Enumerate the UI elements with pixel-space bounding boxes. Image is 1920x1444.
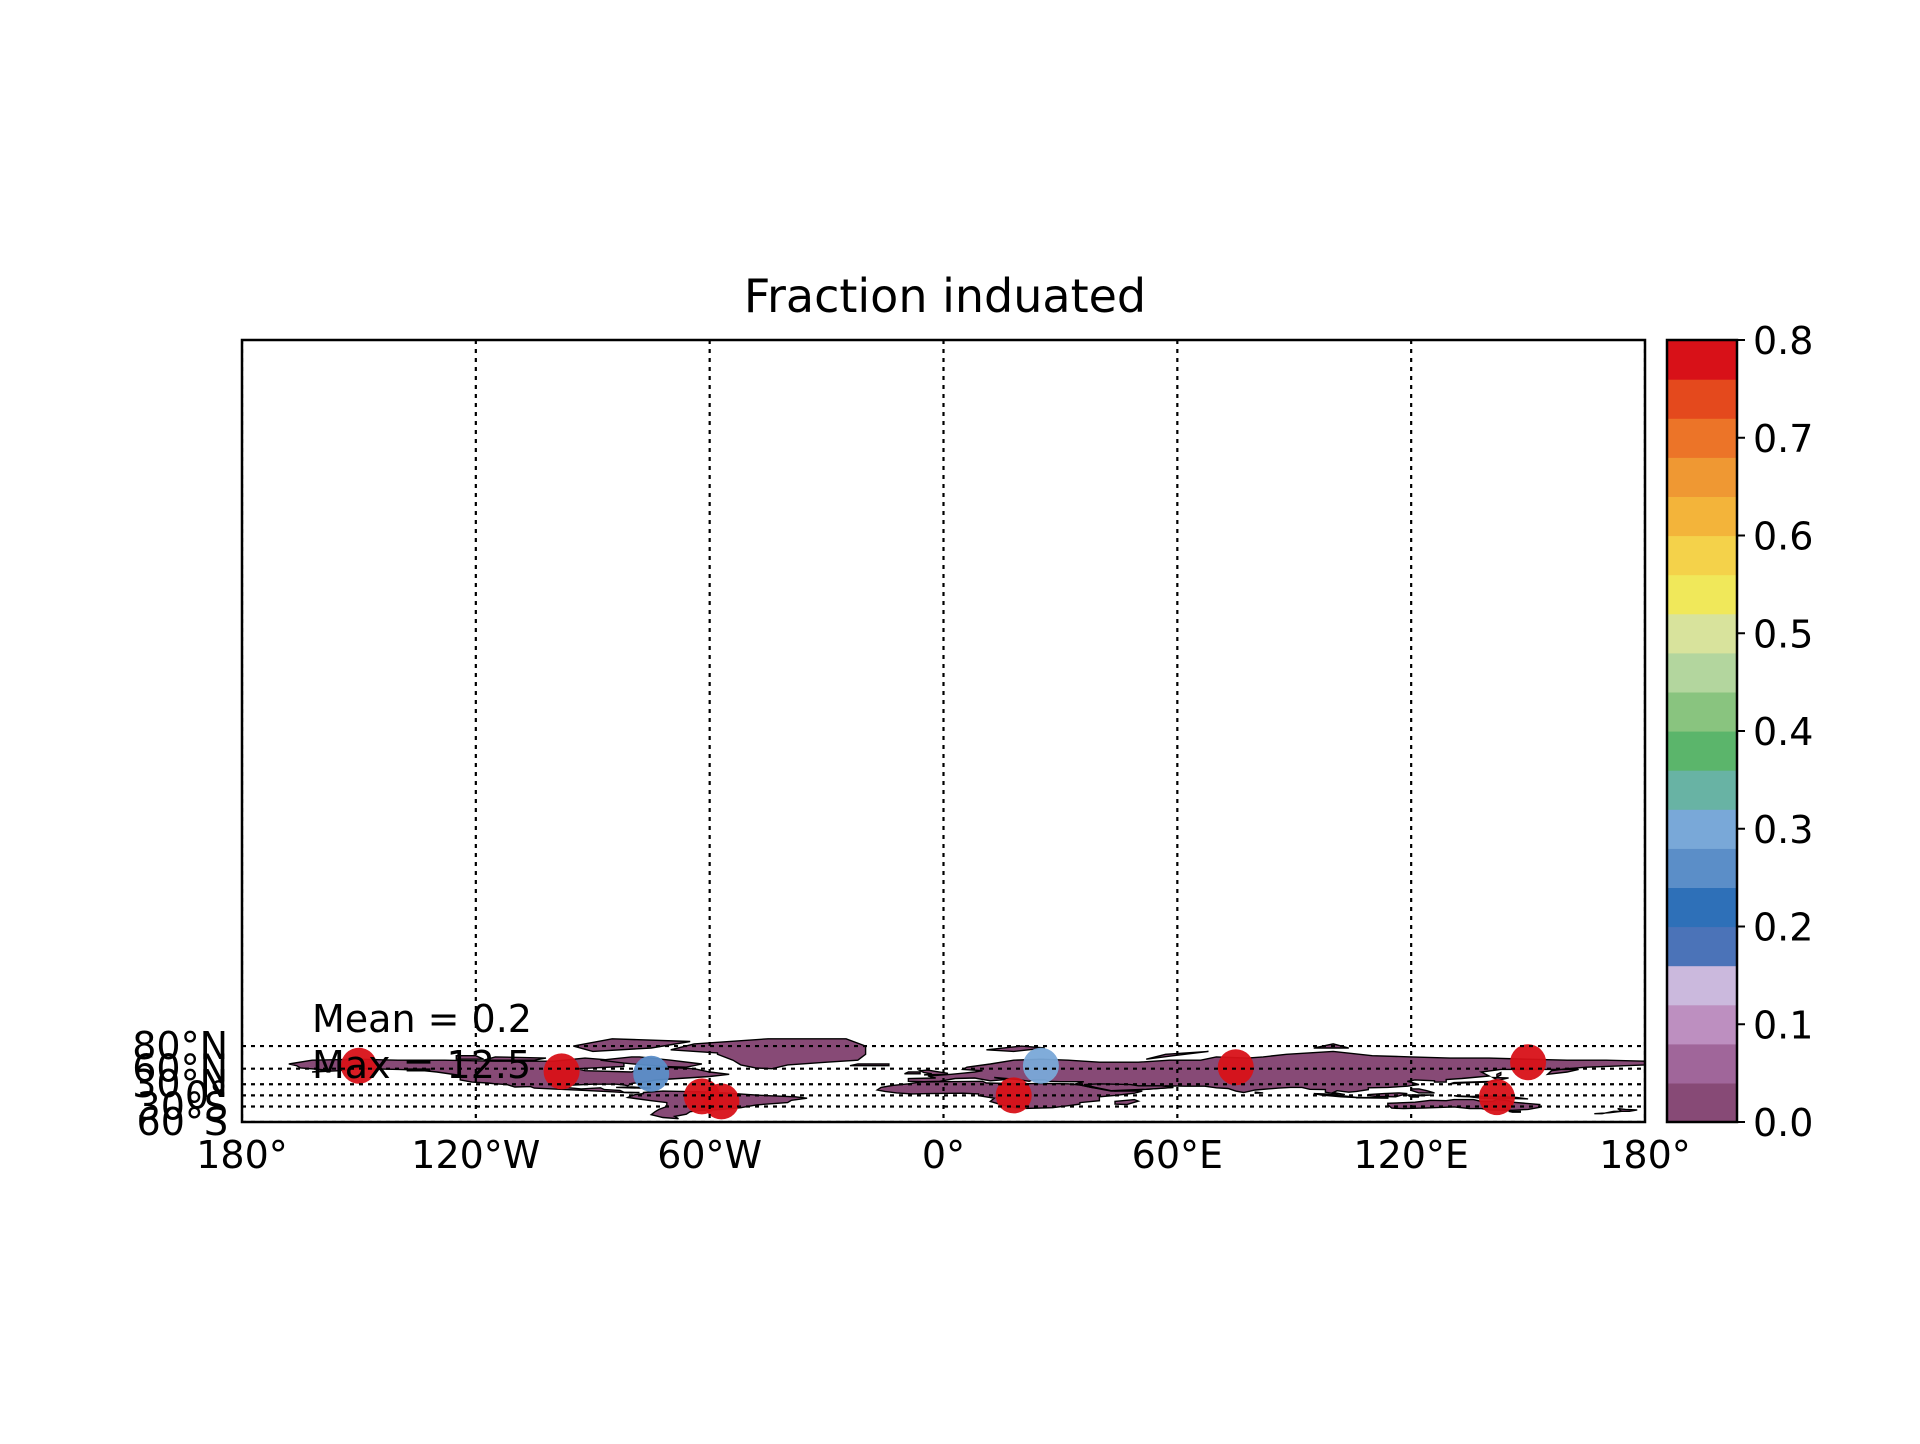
lat-tick-label: 80°N xyxy=(132,1024,228,1068)
landmass-banks-island xyxy=(455,1054,484,1060)
colorbar-bin xyxy=(1667,809,1737,849)
hotspot-west-siberian-plain xyxy=(1217,1049,1254,1086)
lon-tick-label: 180° xyxy=(1599,1133,1691,1177)
lat-tick-label: 30°S xyxy=(137,1084,228,1128)
hotspot-congo-basin xyxy=(995,1077,1032,1114)
map-frame xyxy=(240,338,1647,1124)
landmass-java xyxy=(1355,1096,1389,1099)
lon-tick-label: 60°W xyxy=(657,1133,762,1177)
graticule xyxy=(242,340,1645,1122)
lon-tick-label: 120°W xyxy=(411,1133,540,1177)
colorbar-tick-label: 0.6 xyxy=(1753,515,1813,559)
colorbar-bin xyxy=(1667,652,1737,693)
lat-tick-label: 60°S xyxy=(137,1100,228,1144)
colorbar-bin xyxy=(1667,1004,1737,1045)
landmass-victoria-island xyxy=(483,1056,547,1061)
colorbar-bin xyxy=(1667,887,1737,928)
lat-tick-label: 0° xyxy=(185,1073,228,1117)
colorbar-bin xyxy=(1667,418,1737,458)
longitude-tick-labels: 180° 120°W 60°W 0° 60°E 120°E 180° xyxy=(196,1133,1691,1177)
colorbar-bin xyxy=(1667,379,1737,419)
colorbar-tick-label: 0.0 xyxy=(1753,1101,1813,1145)
colorbar-bin xyxy=(1667,535,1737,576)
hotspot-northern-quebec xyxy=(633,1055,670,1092)
landmass-japan xyxy=(1449,1076,1509,1085)
colorbar-tick-label: 0.2 xyxy=(1753,906,1813,950)
chart-title: Fraction induated xyxy=(744,269,1146,323)
lat-tick-label: 30°N xyxy=(132,1062,228,1106)
colorbar-tick-label: 0.1 xyxy=(1753,1003,1813,1047)
landmass-svalbard xyxy=(986,1045,1045,1053)
landmass-tasmania xyxy=(1508,1110,1522,1113)
colorbar-tick-labels: 0.0 0.1 0.2 0.3 0.4 0.5 0.6 0.7 0.8 xyxy=(1737,319,1813,1145)
mean-annotation: Mean = 0.2 xyxy=(312,997,532,1041)
colorbar xyxy=(1665,338,1739,1124)
colorbar-bin xyxy=(1667,848,1737,888)
colorbar-bin xyxy=(1667,457,1737,497)
hotspot-pantanal xyxy=(703,1083,740,1120)
lon-tick-label: 120°E xyxy=(1353,1133,1469,1177)
hotspot-scandinavia xyxy=(1022,1047,1059,1084)
lon-tick-label: 0° xyxy=(922,1133,965,1177)
landmass-ireland xyxy=(904,1071,921,1075)
colorbar-bin xyxy=(1667,770,1737,810)
colorbar-tick-label: 0.7 xyxy=(1753,417,1813,461)
colorbar-bin xyxy=(1667,496,1737,537)
colorbar-tick-label: 0.8 xyxy=(1753,319,1813,363)
landmass-sakhalin xyxy=(1496,1071,1502,1079)
lon-tick-label: 60°E xyxy=(1132,1133,1223,1177)
landmass-sri-lanka xyxy=(1254,1091,1264,1094)
hotspot-alaska xyxy=(340,1047,377,1084)
landmass-novaya-zemlya xyxy=(1146,1050,1209,1060)
colorbar-bin xyxy=(1667,1082,1737,1123)
colorbar-tick-label: 0.3 xyxy=(1753,808,1813,852)
hotspot-canadian-shield-hudson-bay-lowlands xyxy=(543,1053,580,1090)
colorbar-tick-label: 0.5 xyxy=(1753,612,1813,656)
colorbar-bin xyxy=(1667,731,1737,771)
colorbar-bin xyxy=(1667,613,1737,654)
hotspot-layer xyxy=(340,1044,1547,1120)
max-annotation: Max = 12.5 xyxy=(312,1043,531,1087)
landmass-madagascar xyxy=(1114,1098,1141,1106)
lon-tick-label: 180° xyxy=(196,1133,288,1177)
latitude-tick-labels: 80°N60°N30°N0°30°S60°S xyxy=(132,1024,228,1144)
landmass-new-zealand-south xyxy=(1594,1110,1622,1115)
colorbar-bin xyxy=(1667,691,1737,732)
colorbar-tick-label: 0.4 xyxy=(1753,710,1813,754)
colorbar-bin xyxy=(1667,340,1737,380)
colorbar-bin xyxy=(1667,574,1737,615)
map-area xyxy=(242,340,1645,1122)
colorbar-bin xyxy=(1667,965,1737,1006)
colorbar-bin xyxy=(1667,926,1737,967)
lat-tick-label: 60°N xyxy=(132,1047,228,1091)
landmass-iceland xyxy=(849,1063,890,1067)
colorbar-bin xyxy=(1667,1043,1737,1084)
hotspot-northeast-siberia xyxy=(1510,1044,1547,1081)
landmass-great-britain xyxy=(917,1069,949,1076)
